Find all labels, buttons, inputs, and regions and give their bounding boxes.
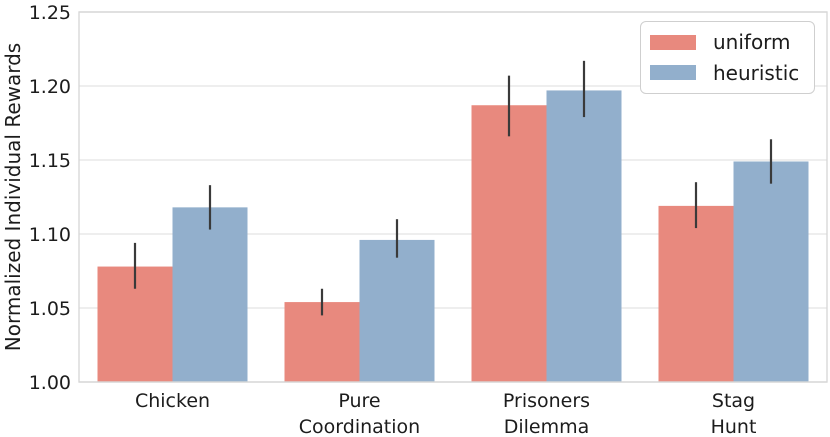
plot-area: 1.00 1.05 1.10 1.15 1.20 1.25 Chicken Pure Coord…: [29, 2, 828, 437]
x-tick-label-prisoners-dilemma: Prisoners Dilemma: [503, 390, 590, 437]
legend-label-heuristic: heuristic: [713, 60, 800, 85]
bar-heuristic-chicken: [172, 207, 248, 382]
bar-uniform-prisoners-dilemma: [471, 105, 547, 383]
legend-label-uniform: uniform: [713, 30, 791, 55]
legend-item-heuristic: heuristic: [650, 61, 814, 85]
plot-frame: [78, 11, 828, 383]
legend: uniform heuristic: [640, 21, 815, 94]
x-tick-label-chicken: Chicken: [135, 390, 210, 412]
bar-uniform-stag-hunt: [658, 205, 734, 382]
y-tick-label: 1.25: [29, 2, 71, 24]
y-tick-label: 1.05: [29, 298, 71, 320]
y-tick-label: 1.15: [29, 150, 71, 172]
y-axis-label: Normalized Individual Rewards: [1, 43, 25, 351]
legend-swatch-uniform: [650, 34, 696, 50]
y-tick-label: 1.20: [29, 76, 71, 98]
x-tick-label-pure-coordination: Pure Coordination: [299, 390, 420, 437]
bar-heuristic-pure-coordination: [359, 239, 435, 382]
bar-heuristic-prisoners-dilemma: [546, 90, 622, 382]
bar-heuristic-stag-hunt: [733, 161, 809, 382]
y-tick-label: 1.10: [29, 224, 71, 246]
y-tick-label: 1.00: [29, 372, 71, 394]
x-tick-label-stag-hunt: Stag Hunt: [711, 390, 757, 437]
legend-swatch-heuristic: [650, 65, 696, 81]
legend-item-uniform: uniform: [650, 30, 814, 54]
